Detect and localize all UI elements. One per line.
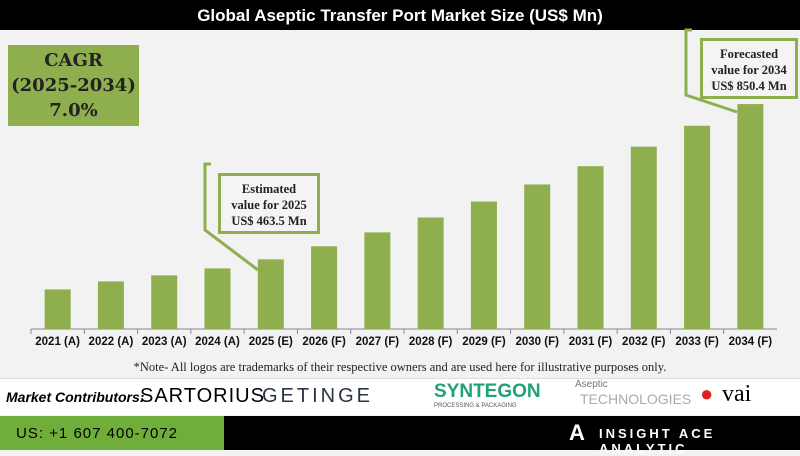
bar-2031 (F): [577, 166, 604, 329]
phone-number: US: +1 607 400-7072: [0, 416, 224, 450]
x-tick-label: 2025 (E): [249, 336, 293, 348]
x-tick-label: 2022 (A): [89, 336, 134, 348]
sartorius-logo: SARTORIUS: [140, 385, 265, 407]
bar-2026 (F): [311, 246, 338, 329]
syntegon-tagline: PROCESSING & PACKAGING: [434, 403, 517, 409]
bar-2021 (A): [44, 289, 71, 329]
x-tick-label: 2026 (F): [302, 336, 346, 348]
bar-2032 (F): [630, 146, 657, 329]
insightace-logo-icon: A: [569, 420, 588, 445]
callout-2034-connector: [684, 28, 738, 114]
bar-2028 (F): [417, 217, 444, 329]
callout-2025: Estimated value for 2025 US$ 463.5 Mn: [218, 173, 320, 234]
x-tick-label: 2024 (A): [195, 336, 240, 348]
x-tick-label: 2030 (F): [515, 336, 559, 348]
cagr-box: CAGR (2025-2034) 7.0%: [8, 45, 139, 126]
bar-2022 (A): [97, 281, 124, 329]
brand-name: INSIGHT ACE ANALYTIC: [599, 426, 716, 456]
vai-logo: vai: [722, 381, 752, 407]
callout-2025-connector: [203, 162, 259, 272]
x-tick-label: 2032 (F): [622, 336, 666, 348]
callout-2025-line1: Estimated: [241, 182, 297, 196]
vai-icon: ●: [700, 381, 714, 406]
bar-2027 (F): [364, 232, 391, 329]
x-tick-label: 2023 (A): [142, 336, 187, 348]
callout-2025-line2: value for 2025: [231, 198, 307, 212]
x-tick-label: 2029 (F): [462, 336, 506, 348]
logo-note: *Note- All logos are trademarks of their…: [133, 360, 667, 374]
brand-bar: A INSIGHT ACE ANALYTIC: [224, 416, 800, 456]
x-tick-label: 2028 (F): [409, 336, 453, 348]
syntegon-logo: SYNTEGON: [434, 381, 541, 402]
aseptic-logo-bottom: TECHNOLOGIES: [580, 391, 692, 407]
bar-chart: 2021 (A) 2022 (A) 2023 (A) 2024 (A) 2025 (E)…: [30, 28, 777, 348]
callout-2034-line3: US$ 850.4 Mn: [711, 79, 787, 93]
getinge-logo: GETINGE: [262, 385, 374, 407]
callout-2034-line1: Forecasted: [719, 47, 779, 61]
callout-2034: Forecasted value for 2034 US$ 850.4 Mn: [700, 38, 798, 99]
x-tick-label: 2027 (F): [356, 336, 400, 348]
bar-2023 (A): [151, 275, 178, 329]
bar-2033 (F): [684, 125, 711, 329]
x-tick-label: 2033 (F): [675, 336, 719, 348]
bar-2034 (F): [737, 104, 764, 329]
cagr-period: (2025-2034): [11, 75, 136, 96]
x-tick-label: 2034 (F): [729, 336, 773, 348]
bar-2029 (F): [470, 201, 497, 329]
x-tick-label: 2031 (F): [569, 336, 613, 348]
x-tick-label: 2021 (A): [35, 336, 80, 348]
callout-2034-line2: value for 2034: [711, 63, 787, 77]
chart-title: Global Aseptic Transfer Port Market Size…: [0, 0, 800, 30]
market-contributors: Market Contributors: SARTORIUS GETINGE S…: [0, 378, 800, 415]
bar-2025 (E): [257, 259, 284, 329]
contributors-label: Market Contributors:: [6, 389, 145, 405]
bar-2024 (A): [204, 268, 231, 329]
cagr-label: CAGR: [44, 50, 103, 71]
cagr-value: 7.0%: [49, 100, 98, 121]
bar-2030 (F): [524, 184, 551, 329]
aseptic-logo-top: Aseptic: [575, 379, 608, 390]
callout-2025-line3: US$ 463.5 Mn: [231, 214, 307, 228]
